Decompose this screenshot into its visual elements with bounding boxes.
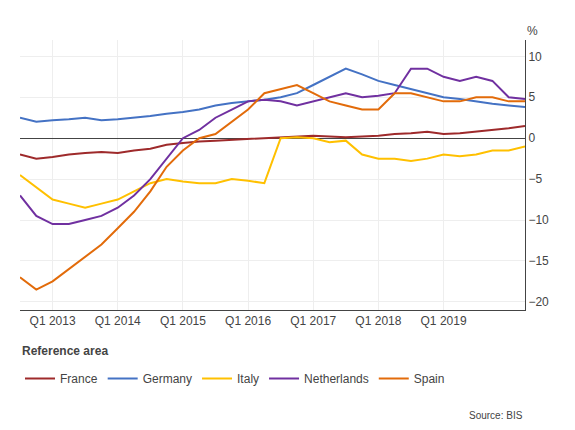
svg-text:Q1 2013: Q1 2013 [30, 314, 76, 328]
svg-text:−20: −20 [528, 295, 549, 309]
svg-text:5: 5 [528, 90, 535, 104]
svg-text:−5: −5 [528, 172, 542, 186]
svg-text:Spain: Spain [414, 372, 445, 386]
svg-text:Q1 2015: Q1 2015 [160, 314, 206, 328]
svg-text:10: 10 [528, 50, 542, 64]
svg-text:France: France [60, 372, 98, 386]
svg-text:Q1 2016: Q1 2016 [225, 314, 271, 328]
svg-text:Netherlands: Netherlands [304, 372, 369, 386]
svg-text:Q1 2017: Q1 2017 [290, 314, 336, 328]
svg-text:0: 0 [528, 131, 535, 145]
svg-text:Reference area: Reference area [22, 344, 108, 358]
svg-text:Italy: Italy [237, 372, 259, 386]
svg-text:Germany: Germany [143, 372, 192, 386]
svg-text:Q1 2014: Q1 2014 [95, 314, 141, 328]
svg-text:−10: −10 [528, 213, 549, 227]
svg-text:%: % [527, 24, 538, 38]
svg-text:Source: BIS: Source: BIS [469, 410, 523, 421]
svg-text:−15: −15 [528, 254, 549, 268]
svg-text:Q1 2018: Q1 2018 [355, 314, 401, 328]
svg-text:Q1 2019: Q1 2019 [421, 314, 467, 328]
